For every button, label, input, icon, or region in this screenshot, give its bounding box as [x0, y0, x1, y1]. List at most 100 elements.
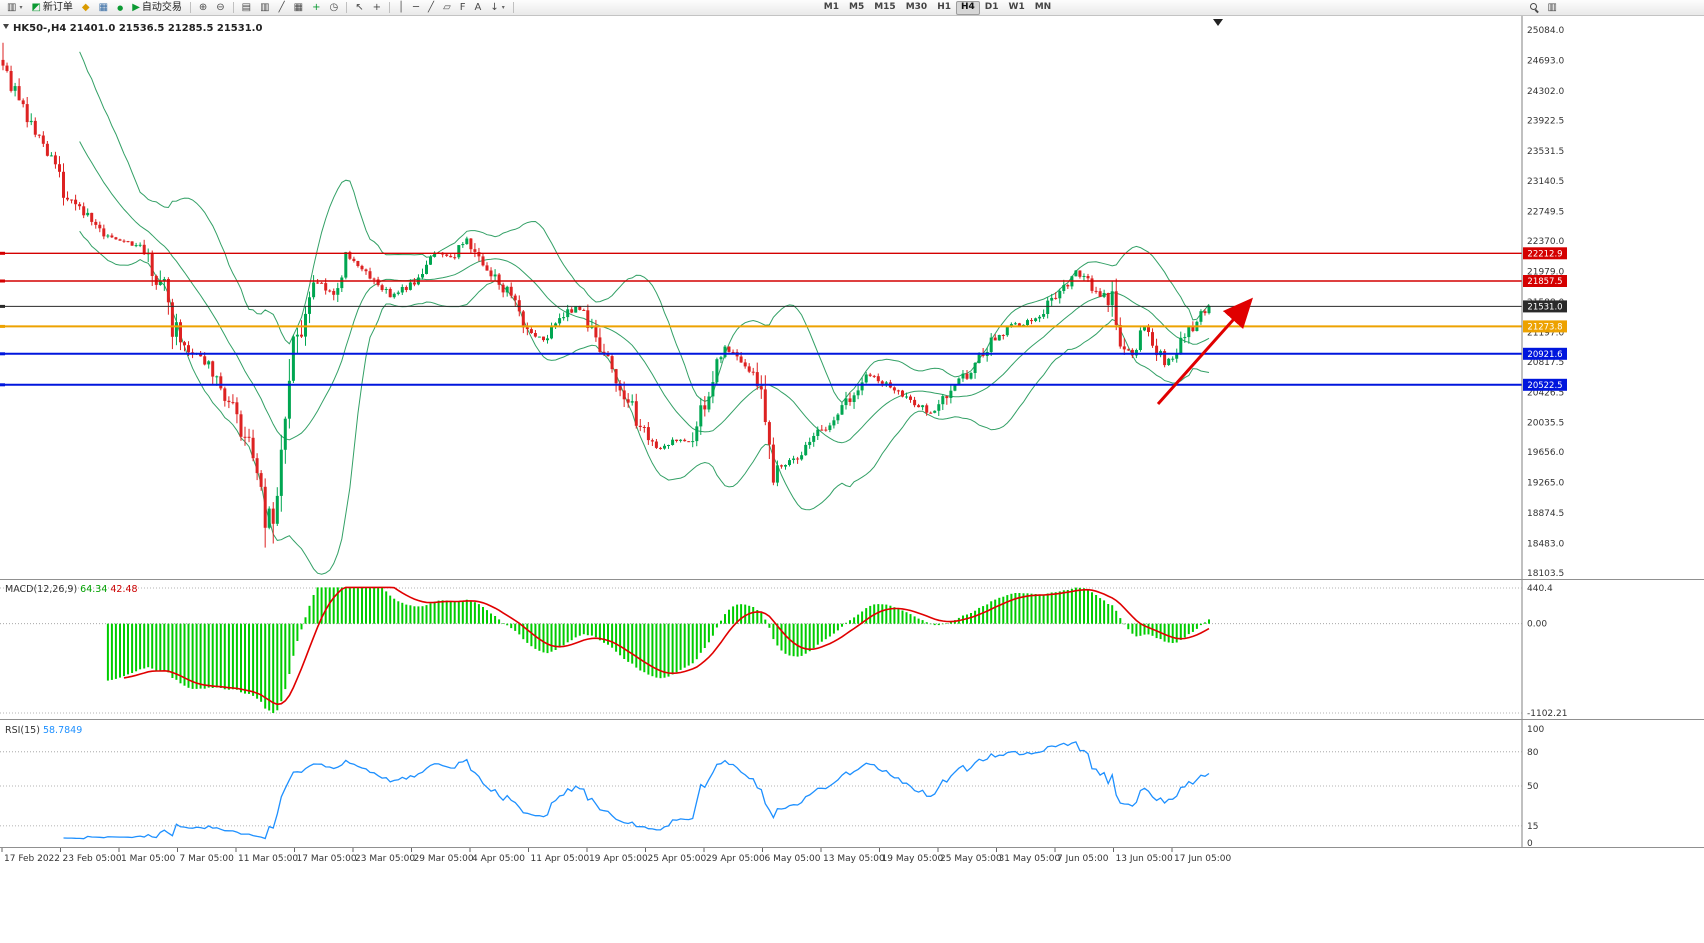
- price-axis-label: 23922.5: [1527, 116, 1564, 126]
- price-axis-label: 21197.0: [1527, 328, 1564, 338]
- wizard-button[interactable]: ◆: [78, 1, 94, 15]
- line-chart-button[interactable]: ╱: [275, 1, 289, 15]
- zoom-in-button[interactable]: ⊕: [195, 1, 211, 15]
- time-axis-label: 17 Jun 05:00: [1174, 854, 1231, 864]
- price-tag-label: 21857.5: [1527, 277, 1562, 287]
- toolbar-separator: [189, 2, 191, 13]
- rsi-panel[interactable]: 100 80 50 15 0 RSI(15) 58.7849: [0, 725, 1544, 849]
- fibonacci-button[interactable]: F: [456, 1, 470, 15]
- horizontal-line-icon: ─: [413, 1, 420, 13]
- price-axis[interactable]: 25084.0 24693.0 24302.0 23922.5 23531.5 23140…: [1521, 16, 1567, 848]
- line-handle[interactable]: [0, 383, 5, 387]
- market-watch-icon: ▦: [98, 1, 109, 13]
- vertical-line-button[interactable]: │: [394, 1, 408, 15]
- price-tag-label: 21531.0: [1527, 303, 1562, 313]
- new-order-button[interactable]: ◩ 新订单: [27, 1, 76, 15]
- time-axis-label: 23 Mar 05:00: [355, 854, 415, 864]
- timeframe-m30-button[interactable]: M30: [905, 2, 928, 12]
- chevron-down-icon: ▾: [19, 3, 23, 11]
- time-axis-label: 17 Mar 05:00: [297, 854, 357, 864]
- channel-icon: ▱: [443, 1, 451, 13]
- chart-profile-button[interactable]: ▥: [1544, 1, 1561, 15]
- macd-panel[interactable]: 440.4 0.00 -1102.21 MACD(12,26,9) 64.34 42.…: [0, 584, 1567, 719]
- price-tag-label: 22212.9: [1527, 250, 1562, 260]
- crosshair-button[interactable]: +: [369, 1, 385, 15]
- timeframe-toolbar: M1 M5 M15 M30 H1 H4 D1 W1 MN: [819, 0, 1056, 15]
- timeframe-m5-button[interactable]: M5: [849, 2, 865, 12]
- time-axis-label: 23 Feb 05:00: [63, 854, 122, 864]
- line-handle[interactable]: [0, 304, 5, 308]
- toolbar-separator: [346, 2, 348, 13]
- new-order-label: 新订单: [42, 1, 73, 13]
- line-handle[interactable]: [0, 251, 5, 255]
- indicators-button[interactable]: +: [308, 1, 324, 15]
- macd-axis-label: -1102.21: [1527, 709, 1567, 719]
- price-axis-label: 23531.5: [1527, 147, 1564, 157]
- line-handle[interactable]: [0, 352, 5, 356]
- timeframe-w1-button[interactable]: W1: [1008, 2, 1025, 12]
- time-axis-label: 19 May 05:00: [882, 854, 944, 864]
- toolbar-separator: [512, 2, 514, 13]
- time-axis-label: 6 May 05:00: [765, 854, 821, 864]
- rsi-axis-label: 0: [1527, 839, 1533, 849]
- candlesticks: [1, 42, 1211, 548]
- trend-arrow[interactable]: [1156, 297, 1253, 405]
- price-axis-label: 18483.0: [1527, 540, 1564, 550]
- autotrading-button[interactable]: ▶ 自动交易: [128, 1, 186, 15]
- price-tag-label: 20921.6: [1527, 350, 1562, 360]
- bollinger-bands: [79, 51, 1210, 575]
- new-chart-button[interactable]: ▥ ▾: [3, 1, 26, 15]
- price-tag: [1523, 300, 1567, 313]
- chart-title: HK50-,H4 21401.0 21536.5 21285.5 21531.0: [13, 23, 262, 34]
- time-axis-label: 19 Apr 05:00: [589, 854, 648, 864]
- line-handle[interactable]: [0, 324, 5, 328]
- timeframe-m15-button[interactable]: M15: [874, 2, 896, 12]
- macd-axis-label: 440.4: [1527, 584, 1553, 594]
- grid-button[interactable]: ▦: [290, 1, 307, 15]
- bar-chart-icon: ▤: [241, 1, 252, 13]
- price-axis-label: 19656.0: [1527, 448, 1564, 458]
- time-axis[interactable]: 17 Feb 2022 23 Feb 05:00 1 Mar 05:00 7 Mar …: [1, 848, 1231, 864]
- search-button[interactable]: [1526, 1, 1543, 15]
- horizontal-line-objects[interactable]: [0, 251, 1522, 387]
- timeframe-h4-button[interactable]: H4: [955, 0, 980, 15]
- candlestick-chart-button[interactable]: ▥: [256, 1, 273, 15]
- search-icon: [1529, 3, 1539, 12]
- price-axis-label: 24693.0: [1527, 56, 1564, 66]
- timeframe-d1-button[interactable]: D1: [984, 2, 999, 12]
- time-axis-label: 29 Mar 05:00: [414, 854, 474, 864]
- line-handle[interactable]: [0, 279, 5, 283]
- text-tool-icon: A: [474, 1, 482, 13]
- rsi-line: [63, 741, 1210, 840]
- channel-button[interactable]: ▱: [439, 1, 455, 15]
- timeframe-h1-button[interactable]: H1: [937, 2, 951, 12]
- chart-shift-marker[interactable]: [1213, 19, 1223, 26]
- time-axis-label: 7 Jun 05:00: [1057, 854, 1109, 864]
- time-axis-label: 13 May 05:00: [823, 854, 885, 864]
- bar-chart-button[interactable]: ▤: [238, 1, 255, 15]
- grid-icon: ▦: [293, 1, 304, 13]
- line-chart-icon: ╱: [278, 1, 285, 13]
- cursor-button[interactable]: ↖: [351, 1, 367, 15]
- status-dot-icon: ●: [117, 3, 124, 12]
- time-axis-label: 13 Jun 05:00: [1116, 854, 1173, 864]
- rsi-axis-label: 100: [1527, 725, 1544, 735]
- zoom-out-button[interactable]: ⊖: [212, 1, 228, 15]
- price-axis-label: 18103.5: [1527, 569, 1564, 579]
- autotrading-label: 自动交易: [141, 1, 182, 13]
- arrows-tool-button[interactable]: ↓ ▾: [486, 1, 508, 15]
- toolbar-separator: [232, 2, 234, 13]
- vertical-line-icon: │: [397, 1, 404, 13]
- one-click-trading-toggle[interactable]: [3, 24, 9, 29]
- timeframe-mn-button[interactable]: MN: [1034, 2, 1052, 12]
- timeframe-m1-button[interactable]: M1: [823, 2, 839, 12]
- rsi-axis-label: 80: [1527, 748, 1539, 758]
- cycles-button[interactable]: ◷: [325, 1, 342, 15]
- market-watch-button[interactable]: ▦: [95, 1, 112, 15]
- rsi-label: RSI(15) 58.7849: [5, 725, 82, 736]
- time-axis-label: 25 May 05:00: [940, 854, 1002, 864]
- text-tool-button[interactable]: A: [471, 1, 486, 15]
- horizontal-line-button[interactable]: ─: [409, 1, 423, 15]
- trendline-button[interactable]: ╱: [424, 1, 438, 15]
